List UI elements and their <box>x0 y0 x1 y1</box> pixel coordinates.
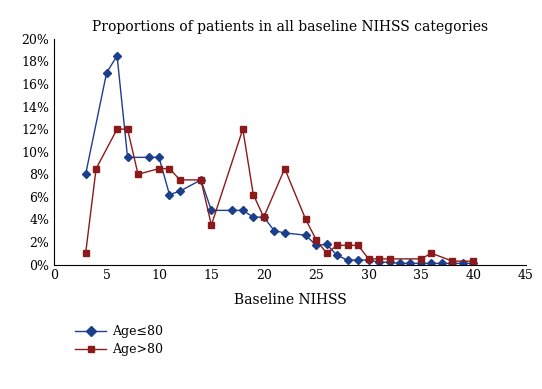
Age≤80 <box>82 172 89 177</box>
Age≤80 <box>250 215 256 219</box>
Age≤80 <box>376 260 382 265</box>
Age≤80 <box>104 70 110 75</box>
Age≤80 <box>124 155 131 159</box>
Age≤80 <box>438 261 445 266</box>
Age≤80 <box>145 155 152 159</box>
Age>80 <box>240 127 246 131</box>
Legend: Age≤80, Age>80: Age≤80, Age>80 <box>70 321 169 361</box>
Age>80 <box>449 259 456 263</box>
Age≤80 <box>470 261 476 266</box>
Age>80 <box>208 223 215 227</box>
Age≤80 <box>386 260 393 265</box>
Age≤80 <box>281 231 288 235</box>
Age>80 <box>198 177 204 182</box>
Age>80 <box>135 172 141 177</box>
Age>80 <box>281 166 288 171</box>
Age≤80 <box>261 215 267 219</box>
Age≤80 <box>460 261 466 266</box>
Age≤80 <box>240 208 246 213</box>
Age≤80 <box>166 192 173 197</box>
Age>80 <box>177 177 183 182</box>
Age≤80 <box>302 233 309 238</box>
Age≤80 <box>229 208 236 213</box>
Age>80 <box>124 127 131 131</box>
Age>80 <box>302 217 309 222</box>
Age>80 <box>470 259 476 263</box>
Age>80 <box>355 243 362 248</box>
Age≤80 <box>324 242 330 247</box>
Age>80 <box>376 257 382 261</box>
Age≤80 <box>198 177 204 182</box>
Age≤80 <box>114 53 120 58</box>
Age>80 <box>250 192 256 197</box>
Age≤80 <box>355 258 362 262</box>
Age>80 <box>428 251 435 256</box>
Age>80 <box>114 127 120 131</box>
Age≤80 <box>344 258 351 262</box>
Age>80 <box>334 243 340 248</box>
Age≤80 <box>365 258 372 262</box>
Age≤80 <box>156 155 162 159</box>
Age>80 <box>166 166 173 171</box>
X-axis label: Baseline NIHSS: Baseline NIHSS <box>234 293 346 307</box>
Age≤80 <box>334 253 340 258</box>
Age>80 <box>261 215 267 219</box>
Line: Age>80: Age>80 <box>82 126 477 265</box>
Age>80 <box>156 166 162 171</box>
Line: Age≤80: Age≤80 <box>83 53 476 266</box>
Age>80 <box>82 251 89 256</box>
Age≤80 <box>177 189 183 194</box>
Age>80 <box>344 243 351 248</box>
Age>80 <box>386 257 393 261</box>
Age≤80 <box>407 261 414 266</box>
Age>80 <box>313 237 319 242</box>
Age>80 <box>365 257 372 261</box>
Age≤80 <box>449 261 456 266</box>
Age≤80 <box>418 261 424 266</box>
Age≤80 <box>208 208 215 213</box>
Age≤80 <box>313 243 319 248</box>
Age≤80 <box>397 261 403 266</box>
Age>80 <box>418 257 424 261</box>
Age≤80 <box>271 228 278 233</box>
Age>80 <box>324 251 330 256</box>
Age>80 <box>93 166 99 171</box>
Age≤80 <box>428 261 435 266</box>
Title: Proportions of patients in all baseline NIHSS categories: Proportions of patients in all baseline … <box>92 19 488 33</box>
